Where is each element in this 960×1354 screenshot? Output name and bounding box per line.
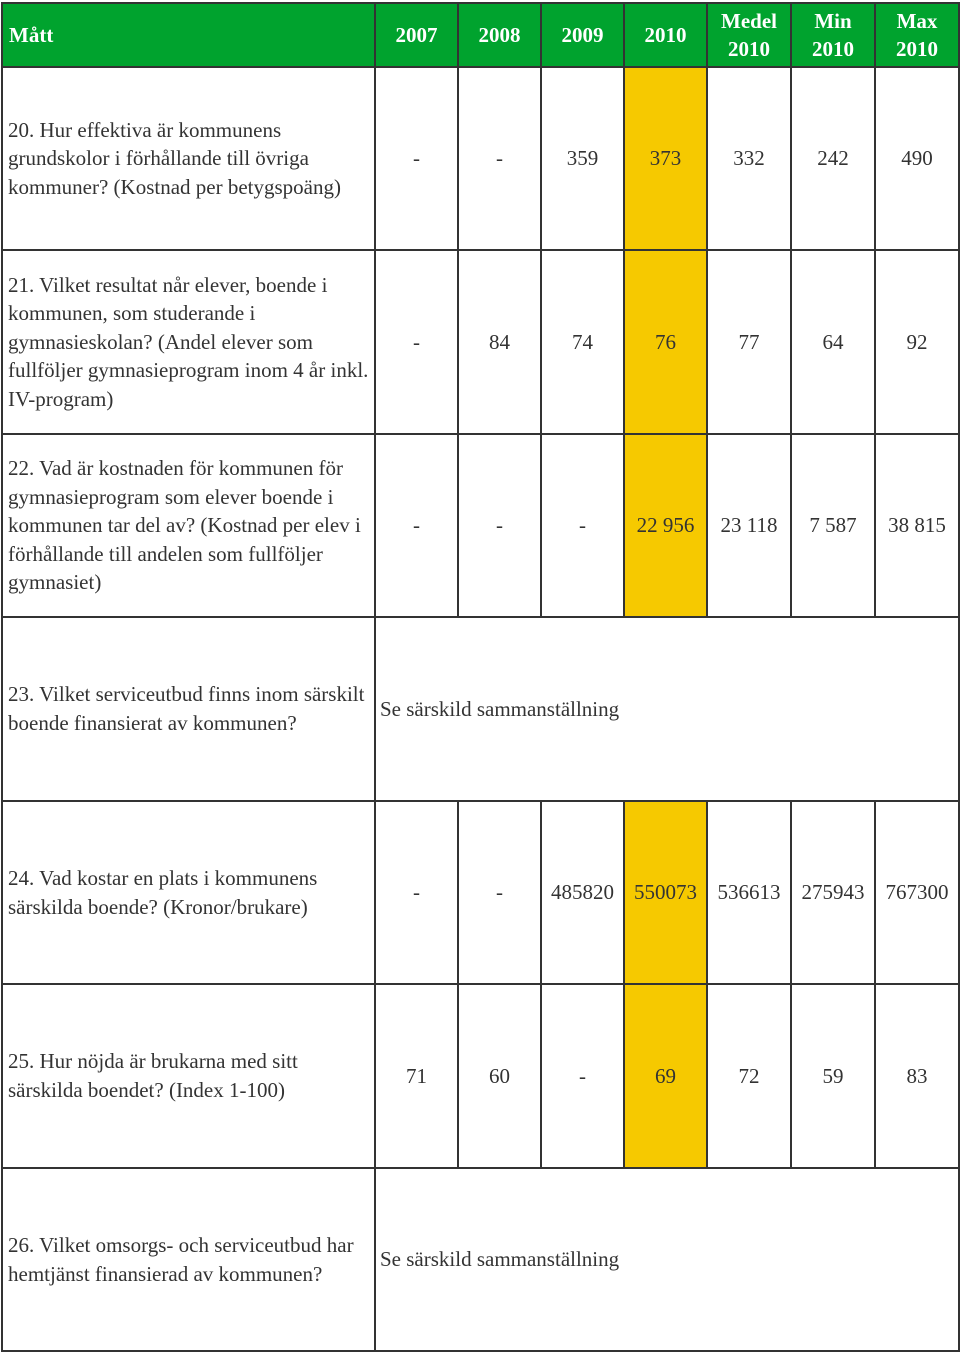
value-2008: 84 — [457, 249, 542, 435]
value-average: 72 — [706, 983, 792, 1169]
header-average-label: Medel — [721, 9, 777, 33]
value-2007: - — [374, 66, 459, 251]
table-row: 25. Hur nöjda är brukarna med sitt särsk… — [1, 983, 960, 1169]
value-min: 242 — [790, 66, 876, 251]
question-cell: 22. Vad är kostnaden för kommunen för gy… — [1, 433, 376, 618]
header-average-2010: Medel 2010 — [706, 2, 792, 68]
value-2007: - — [374, 433, 459, 618]
question-cell: 25. Hur nöjda är brukarna med sitt särsk… — [1, 983, 376, 1169]
header-min-year: 2010 — [812, 37, 854, 61]
header-max-label: Max — [896, 9, 938, 33]
table-row: 23. Vilket serviceutbud finns inom särsk… — [1, 616, 960, 802]
value-average: 77 — [706, 249, 792, 435]
value-2008: - — [457, 433, 542, 618]
header-min-label: Min — [814, 9, 852, 33]
header-min-2010: Min 2010 — [790, 2, 876, 68]
value-2010: 69 — [623, 983, 708, 1169]
see-separate-compilation-note: Se särskild sammanställning — [374, 1167, 960, 1352]
value-2007: 71 — [374, 983, 459, 1169]
header-row: Mått 2007 2008 2009 2010 Medel 2010 Min 20… — [1, 2, 960, 68]
see-separate-compilation-note: Se särskild sammanställning — [374, 616, 960, 802]
table-row: 20. Hur effektiva är kommunens grundskol… — [1, 66, 960, 251]
value-average: 536613 — [706, 800, 792, 985]
value-average: 332 — [706, 66, 792, 251]
table-row: 24. Vad kostar en plats i kommunens särs… — [1, 800, 960, 985]
value-max: 490 — [874, 66, 960, 251]
value-2009: 74 — [540, 249, 625, 435]
question-cell: 21. Vilket resultat når elever, boende i… — [1, 249, 376, 435]
header-year-2007: 2007 — [374, 2, 459, 68]
value-min: 275943 — [790, 800, 876, 985]
value-max: 38 815 — [874, 433, 960, 618]
value-2009: 485820 — [540, 800, 625, 985]
value-max: 767300 — [874, 800, 960, 985]
value-min: 7 587 — [790, 433, 876, 618]
value-2008: 60 — [457, 983, 542, 1169]
table-row: 26. Vilket omsorgs- och serviceutbud har… — [1, 1167, 960, 1352]
header-measure: Mått — [1, 2, 376, 68]
value-max: 83 — [874, 983, 960, 1169]
value-2007: - — [374, 249, 459, 435]
table-row: 21. Vilket resultat når elever, boende i… — [1, 249, 960, 435]
question-cell: 23. Vilket serviceutbud finns inom särsk… — [1, 616, 376, 802]
value-max: 92 — [874, 249, 960, 435]
value-average: 23 118 — [706, 433, 792, 618]
value-2010: 22 956 — [623, 433, 708, 618]
value-2008: - — [457, 800, 542, 985]
value-2009: - — [540, 983, 625, 1169]
header-year-2009: 2009 — [540, 2, 625, 68]
header-max-2010: Max 2010 — [874, 2, 960, 68]
table-row: 22. Vad är kostnaden för kommunen för gy… — [1, 433, 960, 618]
question-cell: 24. Vad kostar en plats i kommunens särs… — [1, 800, 376, 985]
header-year-2010: 2010 — [623, 2, 708, 68]
header-average-year: 2010 — [728, 37, 770, 61]
value-min: 59 — [790, 983, 876, 1169]
value-2009: 359 — [540, 66, 625, 251]
value-2010: 550073 — [623, 800, 708, 985]
question-cell: 20. Hur effektiva är kommunens grundskol… — [1, 66, 376, 251]
value-2010: 373 — [623, 66, 708, 251]
header-max-year: 2010 — [896, 37, 938, 61]
value-2010: 76 — [623, 249, 708, 435]
value-min: 64 — [790, 249, 876, 435]
value-2009: - — [540, 433, 625, 618]
value-2008: - — [457, 66, 542, 251]
question-cell: 26. Vilket omsorgs- och serviceutbud har… — [1, 1167, 376, 1352]
value-2007: - — [374, 800, 459, 985]
header-year-2008: 2008 — [457, 2, 542, 68]
